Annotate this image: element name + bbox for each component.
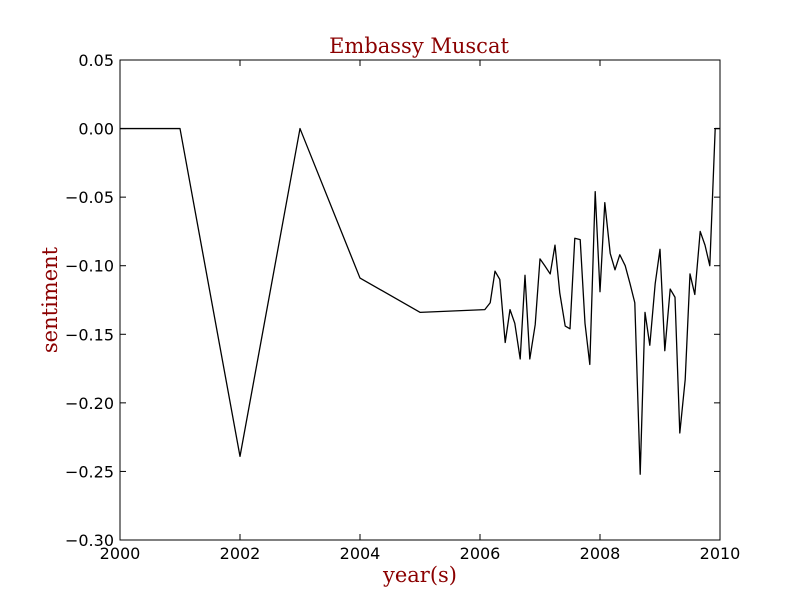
y-tick-label: −0.10 [65,257,114,276]
x-tick-label: 2008 [580,544,621,563]
y-tick-label: −0.25 [65,462,114,481]
y-tick-label: −0.05 [65,188,114,207]
y-tick-label: 0.00 [78,120,114,139]
x-axis-label: year(s) [382,563,457,587]
plot-frame [119,59,721,541]
x-tick-label: 2006 [460,544,501,563]
y-tick-label: 0.05 [78,51,114,70]
y-tick-label: −0.20 [65,394,114,413]
x-tick-label: 2002 [220,544,261,563]
y-tick-label: −0.15 [65,325,114,344]
y-axis: 0.05 0.00 −0.05 −0.10 −0.15 −0.20 −0.25 −0.30 [65,51,720,550]
y-axis-label: sentiment [38,246,62,353]
y-tick-label: −0.30 [65,531,114,550]
plot-area [119,59,721,541]
x-axis: 2000 2002 2004 2006 2008 2010 [100,60,741,563]
x-tick-label: 2004 [340,544,381,563]
chart-title: Embassy Muscat [329,34,509,58]
sentiment-series-line [120,127,720,475]
x-tick-label: 2000 [100,544,141,563]
x-tick-label: 2010 [700,544,741,563]
